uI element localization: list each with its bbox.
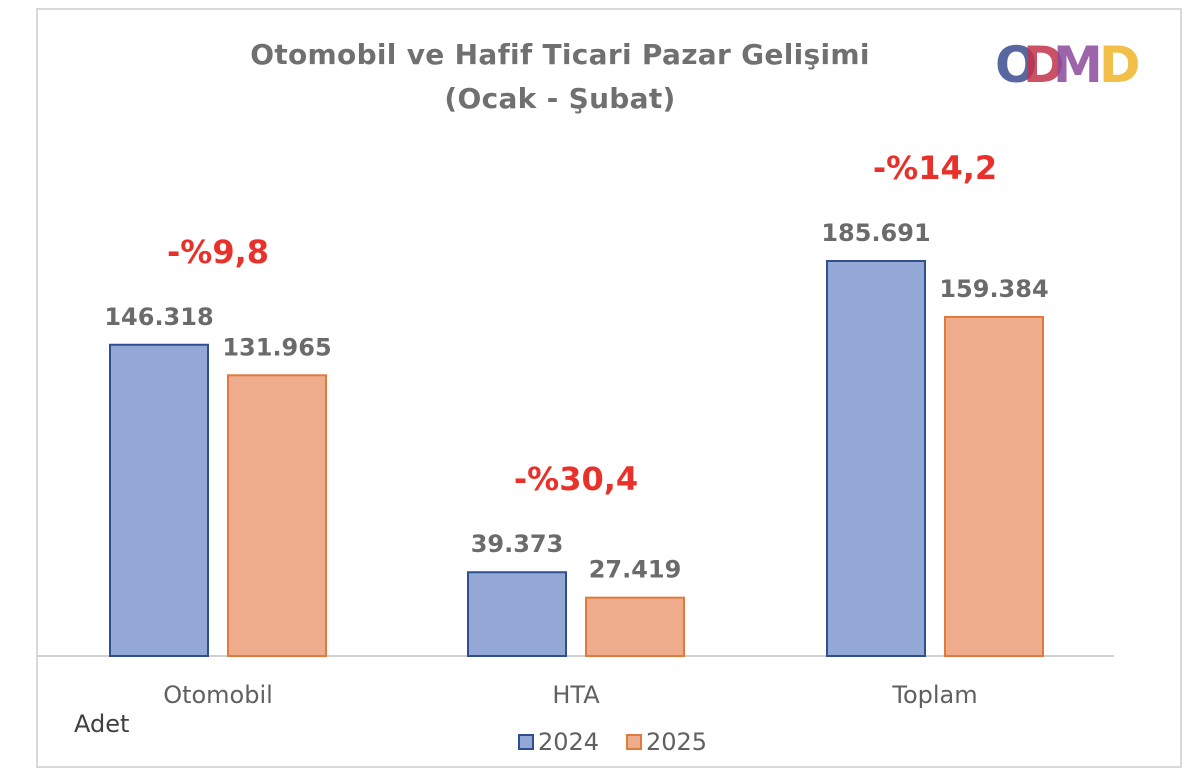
odmd-logo: O D M D xyxy=(995,38,1155,92)
x-tick-otomobil: Otomobil xyxy=(163,681,273,709)
change-label-toplam: -%14,2 xyxy=(873,149,997,187)
x-tick-toplam: Toplam xyxy=(891,681,977,709)
data-label-otomobil-2024: 146.318 xyxy=(104,303,213,331)
chart-subtitle: (Ocak - Şubat) xyxy=(444,82,676,115)
data-label-hta-2025: 27.419 xyxy=(589,556,682,584)
unit-label: Adet xyxy=(74,710,130,738)
legend-label-2025: 2025 xyxy=(646,728,708,756)
data-label-toplam-2024: 185.691 xyxy=(821,219,930,247)
logo-letter-d1: D xyxy=(1023,36,1065,94)
change-label-otomobil: -%9,8 xyxy=(167,233,269,271)
bar-hta-2025 xyxy=(585,596,685,657)
bar-toplam-2024 xyxy=(826,260,926,657)
data-label-toplam-2025: 159.384 xyxy=(939,275,1048,303)
logo-letter-d2: D xyxy=(1099,36,1141,94)
legend-item-2025: 2025 xyxy=(626,728,707,756)
bar-toplam-2025 xyxy=(944,315,1044,657)
bar-otomobil-2025 xyxy=(227,374,327,657)
logo-letter-o: O xyxy=(995,36,1038,94)
legend-swatch-2024 xyxy=(518,734,534,750)
legend-item-2024: 2024 xyxy=(518,728,599,756)
bar-hta-2024 xyxy=(467,571,567,657)
chart-title: Otomobil ve Hafif Ticari Pazar Gelişimi xyxy=(250,38,870,71)
legend-swatch-2025 xyxy=(626,734,642,750)
bar-otomobil-2024 xyxy=(109,343,209,657)
logo-letter-m: M xyxy=(1053,36,1103,94)
legend-label-2024: 2024 xyxy=(538,728,600,756)
x-tick-hta: HTA xyxy=(552,681,600,709)
data-label-hta-2024: 39.373 xyxy=(471,530,564,558)
data-label-otomobil-2025: 131.965 xyxy=(222,333,331,361)
change-label-hta: -%30,4 xyxy=(514,460,638,498)
